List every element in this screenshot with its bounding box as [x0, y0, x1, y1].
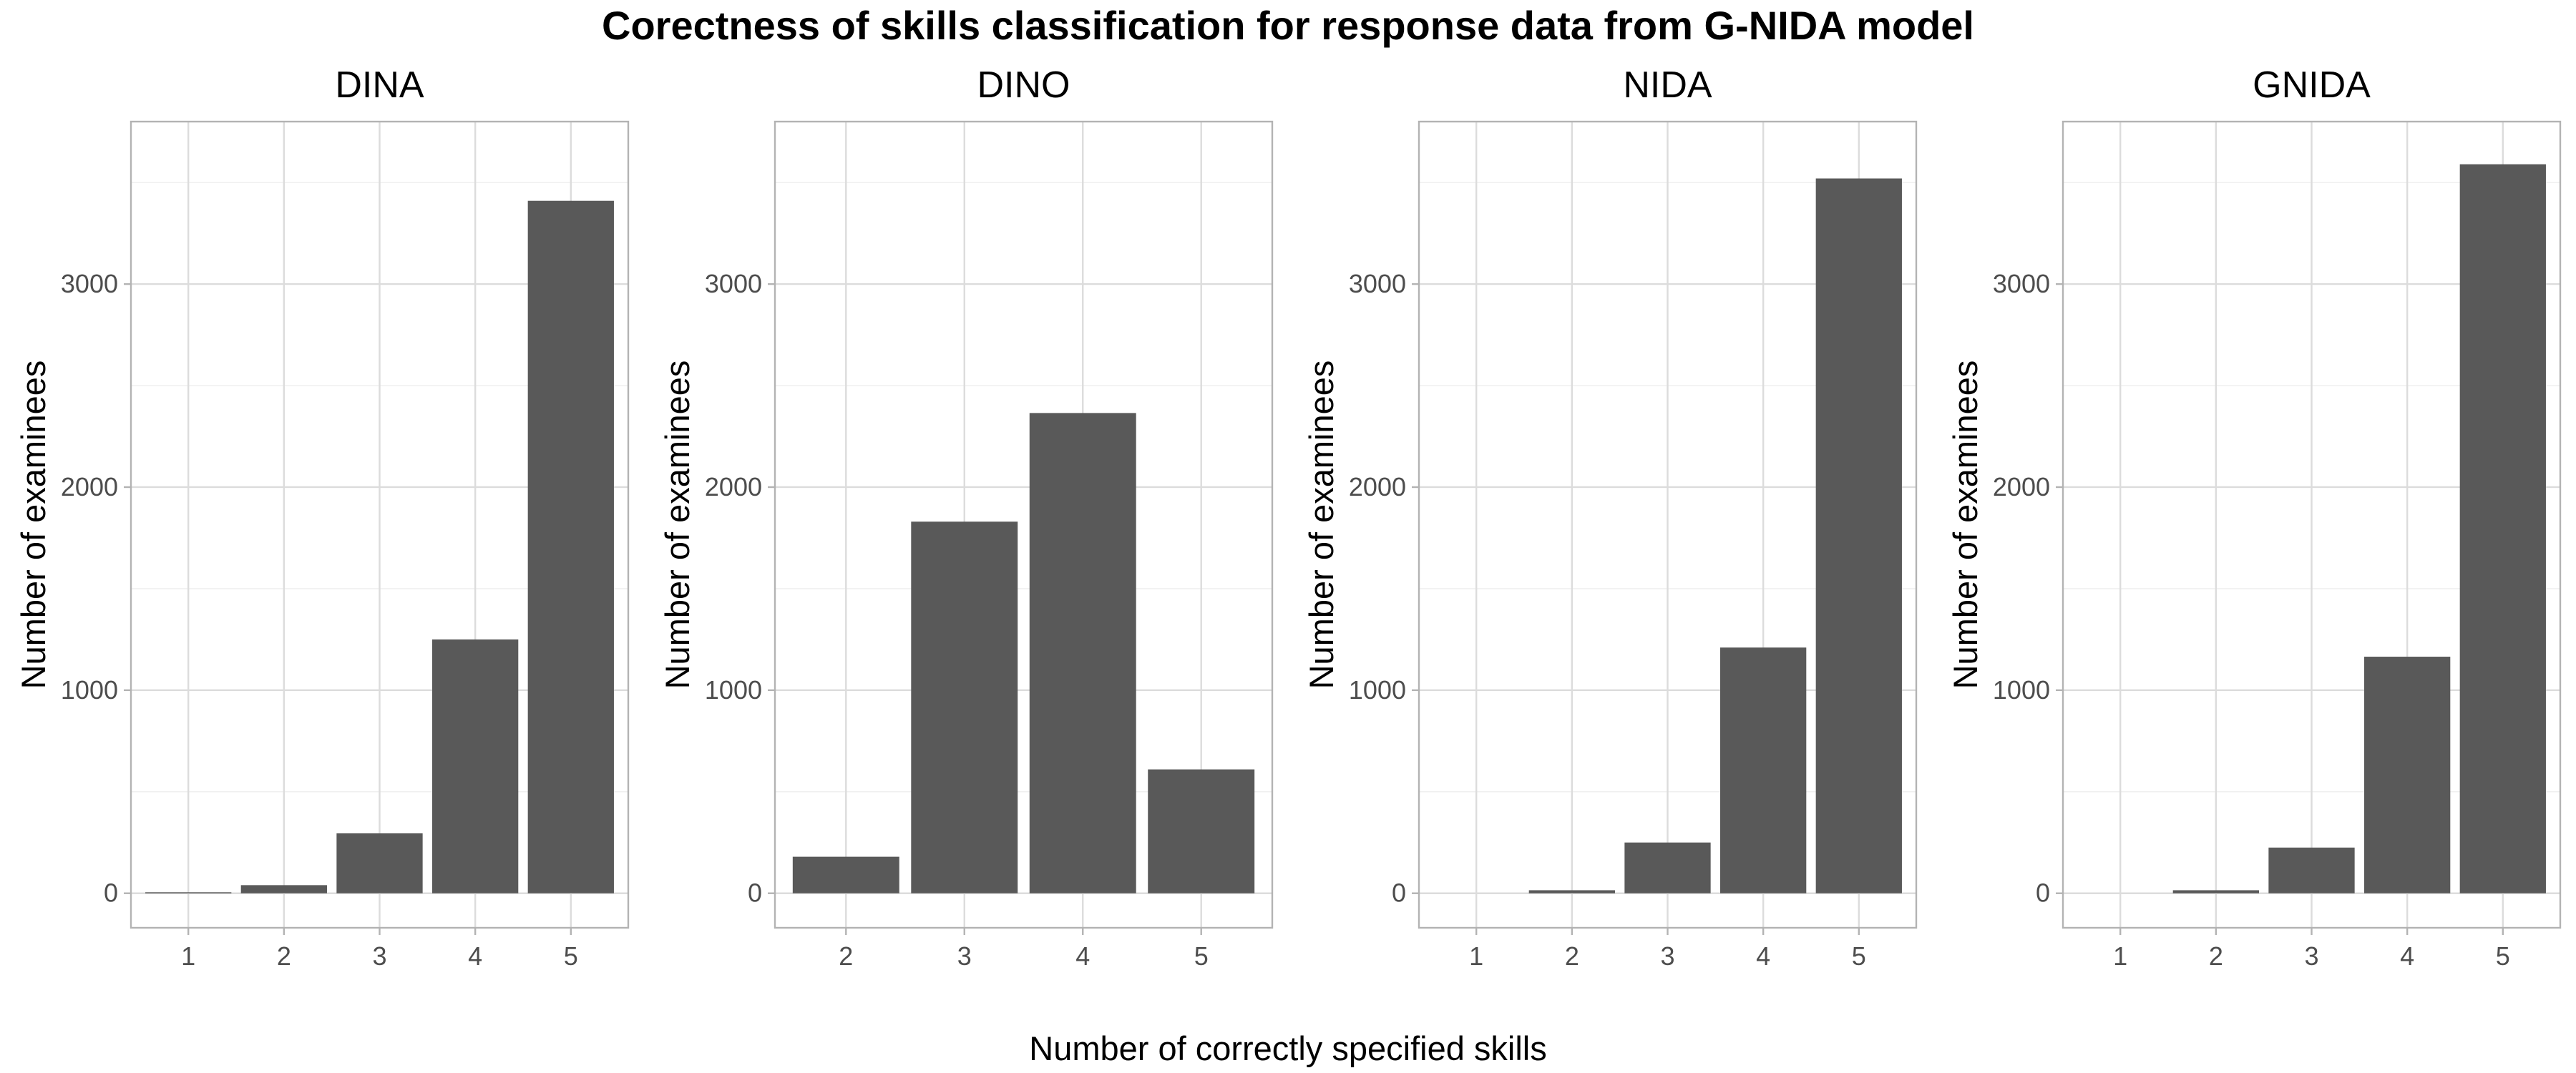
x-tick-label: 1	[2113, 941, 2127, 971]
x-tick-label: 3	[1660, 941, 1674, 971]
x-tick-label: 4	[2400, 941, 2414, 971]
y-tick-label: 0	[748, 878, 762, 908]
x-tick-label: 5	[2496, 941, 2510, 971]
x-tick-label: 2	[839, 941, 853, 971]
bar-dina-4	[432, 639, 519, 893]
panel-title: DINO	[977, 64, 1070, 106]
bar-dino-3	[911, 521, 1018, 893]
x-tick-label: 4	[1075, 941, 1090, 971]
y-axis-title: Number of examinees	[1946, 361, 1984, 690]
y-tick-label: 0	[1392, 878, 1406, 908]
x-tick-label: 2	[2209, 941, 2223, 971]
bar-gnida-4	[2364, 657, 2451, 893]
x-tick-label: 3	[957, 941, 972, 971]
bar-dina-2	[240, 885, 327, 893]
x-tick-label: 5	[1194, 941, 1209, 971]
y-tick-label: 1000	[705, 675, 762, 705]
bar-dina-1	[145, 892, 232, 893]
y-tick-label: 3000	[1993, 269, 2050, 298]
y-tick-label: 1000	[61, 675, 118, 705]
bar-gnida-2	[2172, 890, 2259, 893]
x-tick-label: 4	[1756, 941, 1770, 971]
x-tick-label: 4	[468, 941, 482, 971]
bar-dino-2	[792, 856, 899, 893]
y-tick-label: 3000	[1349, 269, 1406, 298]
bar-nida-3	[1624, 842, 1711, 893]
y-tick-label: 3000	[61, 269, 118, 298]
x-axis-title: Number of correctly specified skills	[1029, 1029, 1547, 1067]
bar-dina-5	[527, 200, 614, 893]
y-tick-label: 2000	[61, 472, 118, 501]
x-tick-label: 5	[1852, 941, 1866, 971]
y-axis-title: Number of examinees	[1302, 361, 1340, 690]
chart-title: Corectness of skills classification for …	[602, 3, 1974, 48]
panel-dina: 0 1000 2000 3000 1 2 3 4 5 DINA Number of examinee…	[14, 64, 630, 971]
bar-dino-4	[1029, 413, 1136, 893]
y-tick-label: 2000	[1349, 472, 1406, 501]
y-axis-title: Number of examinees	[658, 361, 696, 690]
bar-nida-4	[1720, 647, 1807, 893]
x-tick-label: 1	[181, 941, 195, 971]
x-tick-label: 2	[277, 941, 291, 971]
bar-nida-2	[1528, 890, 1615, 893]
panel-title: GNIDA	[2253, 64, 2371, 106]
x-tick-label: 3	[2304, 941, 2318, 971]
panel-border	[774, 120, 1274, 929]
x-tick-label: 2	[1565, 941, 1579, 971]
y-tick-label: 3000	[705, 269, 762, 298]
panel-dino: 0 1000 2000 3000 2 3 4 5 DINO Number of examinees	[658, 64, 1274, 971]
x-tick-label: 5	[564, 941, 578, 971]
bar-dina-3	[336, 833, 423, 893]
bar-nida-5	[1815, 178, 1902, 893]
y-axis-title: Number of examinees	[14, 361, 52, 690]
y-tick-label: 2000	[1993, 472, 2050, 501]
panel-title: DINA	[335, 64, 424, 106]
bar-dino-5	[1148, 769, 1255, 893]
y-tick-label: 1000	[1993, 675, 2050, 705]
bar-gnida-3	[2268, 847, 2355, 893]
y-tick-label: 0	[104, 878, 118, 908]
panel-gnida: 0 1000 2000 3000 1 2 3 4 5 GNIDA Number of examine…	[1946, 64, 2562, 971]
x-tick-label: 1	[1469, 941, 1483, 971]
y-tick-label: 2000	[705, 472, 762, 501]
y-tick-label: 1000	[1349, 675, 1406, 705]
panel-nida: 0 1000 2000 3000 1 2 3 4 5 NIDA Number of examinee…	[1302, 64, 1918, 971]
panel-title: NIDA	[1623, 64, 1712, 106]
x-tick-label: 3	[372, 941, 386, 971]
bar-gnida-5	[2459, 164, 2546, 893]
y-tick-label: 0	[2036, 878, 2050, 908]
